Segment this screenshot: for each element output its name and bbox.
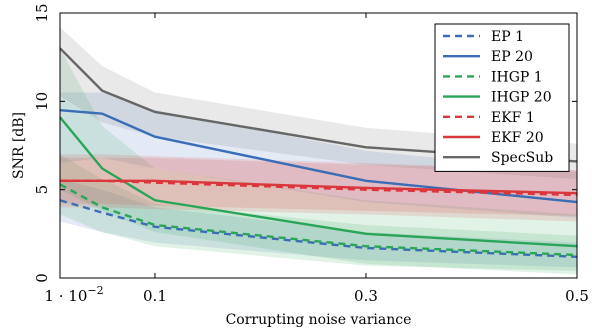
legend-entry: EKF 20 (491, 130, 544, 146)
legend-entry: EP 20 (491, 49, 533, 65)
y-tick-label: 5 (33, 185, 51, 195)
line-ihgp-1 (59, 183, 578, 257)
x-tick-label: 1 · 10−2 (44, 284, 103, 305)
confidence-bands (60, 27, 577, 275)
x-tick-label: 0.3 (354, 287, 378, 305)
legend-entry: IHGP 20 (491, 90, 552, 106)
line-ekf-20 (60, 179, 578, 195)
y-tick-label: 0 (33, 273, 51, 283)
band-ihgp-20 (60, 48, 577, 275)
y-tick-label: 10 (33, 92, 51, 111)
plot-frame (59, 12, 578, 279)
band-ihgp-1 (60, 154, 577, 271)
legend: EP 1 EP 20 IHGP 1 IHGP 20 EKF 1 EKF 20 SpecSub (434, 23, 570, 172)
band-ep-1 (60, 179, 577, 268)
x-axis-label: Corrupting noise variance (226, 312, 412, 328)
legend-entry: IHGP 1 (491, 69, 543, 85)
line-ep-1 (59, 199, 578, 258)
x-tick-label: 0.1 (143, 287, 167, 305)
legend-entry: SpecSub (491, 150, 553, 166)
band-ep-20 (60, 92, 577, 218)
x-tick-exponent: −2 (87, 284, 103, 297)
y-tick-label: 15 (33, 3, 51, 22)
legend-entry: EP 1 (491, 29, 524, 45)
legend-entry: EKF 1 (491, 110, 535, 126)
y-axis-label: SNR [dB] (11, 112, 27, 179)
line-ep-20 (59, 108, 578, 204)
line-ihgp-20 (59, 116, 578, 248)
x-tick-label: 0.5 (565, 287, 589, 305)
